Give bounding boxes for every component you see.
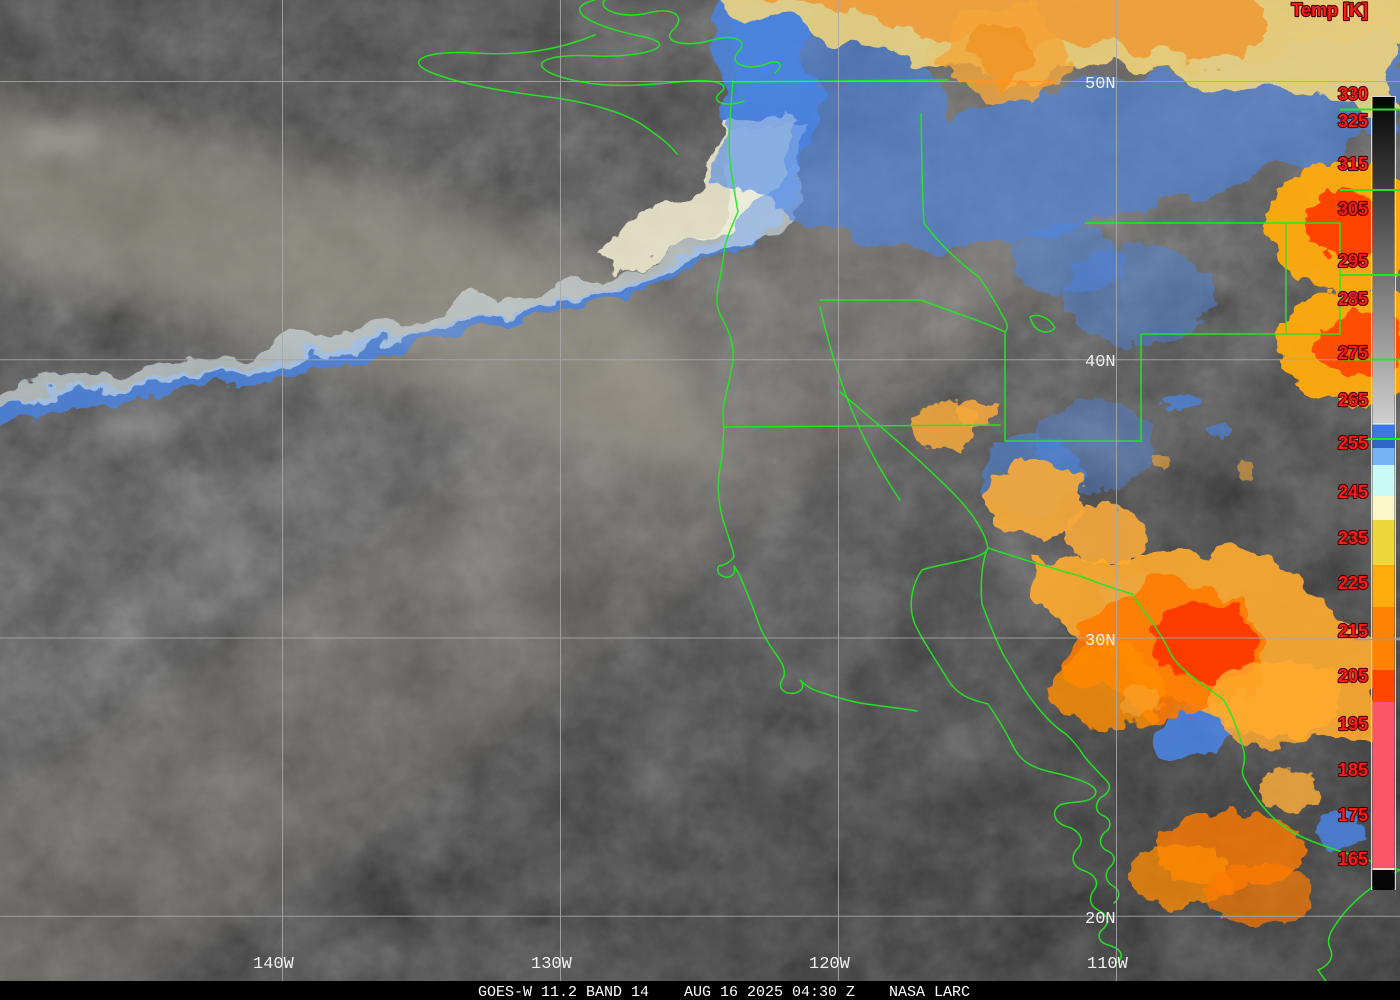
svg-text:195: 195	[1338, 714, 1368, 734]
svg-text:175: 175	[1338, 805, 1368, 825]
svg-text:165: 165	[1338, 849, 1368, 869]
svg-text:185: 185	[1338, 760, 1368, 780]
svg-text:GOES-W 11.2 BAND 14: GOES-W 11.2 BAND 14	[478, 984, 649, 1000]
svg-text:110W: 110W	[1087, 955, 1129, 974]
svg-text:NASA LARC: NASA LARC	[889, 984, 970, 1000]
svg-text:275: 275	[1338, 343, 1368, 363]
svg-text:285: 285	[1338, 289, 1368, 309]
svg-text:120W: 120W	[809, 955, 851, 974]
svg-text:40N: 40N	[1085, 353, 1116, 372]
svg-text:AUG 16 2025 04:30 Z: AUG 16 2025 04:30 Z	[684, 984, 855, 1000]
svg-text:225: 225	[1338, 573, 1368, 593]
svg-text:255: 255	[1338, 433, 1368, 453]
svg-text:330: 330	[1338, 84, 1368, 104]
svg-text:20N: 20N	[1085, 910, 1116, 929]
svg-text:130W: 130W	[531, 955, 573, 974]
svg-text:215: 215	[1338, 621, 1368, 641]
svg-text:140W: 140W	[253, 955, 295, 974]
svg-text:325: 325	[1338, 111, 1368, 131]
svg-text:Temp [K]: Temp [K]	[1291, 0, 1368, 20]
svg-text:235: 235	[1338, 528, 1368, 548]
svg-text:305: 305	[1338, 199, 1368, 219]
svg-text:295: 295	[1338, 251, 1368, 271]
svg-text:205: 205	[1338, 666, 1368, 686]
svg-text:245: 245	[1338, 482, 1368, 502]
svg-text:30N: 30N	[1085, 632, 1116, 651]
svg-text:315: 315	[1338, 154, 1368, 174]
svg-text:265: 265	[1338, 390, 1368, 410]
svg-text:50N: 50N	[1085, 75, 1116, 94]
